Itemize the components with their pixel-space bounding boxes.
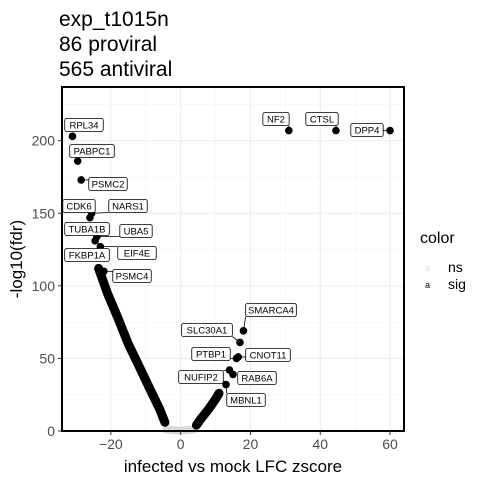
legend-key-sig: a (425, 280, 430, 290)
gene-label-slc30a1: SLC30A1 (187, 326, 228, 337)
gene-label-uba5: UBA5 (124, 227, 149, 238)
gene-label-box (64, 248, 110, 262)
gene-label-psmc2: PSMC2 (92, 180, 125, 191)
sig-point-curves (94, 263, 224, 430)
y-tick-label: 100 (32, 278, 56, 294)
gene-label-box (181, 323, 233, 337)
label-connector (91, 212, 109, 214)
gene-label-box (88, 177, 128, 191)
y-axis-title: -log10(fdr) (7, 220, 26, 298)
gene-label-box (69, 144, 115, 158)
gene-label-smarca4: SMARCA4 (248, 306, 294, 317)
gene-label-box (112, 269, 152, 283)
gene-label-cnot11: CNOT11 (250, 351, 287, 362)
x-tick-label: 20 (243, 436, 259, 452)
x-tick-label: 0 (177, 436, 185, 452)
gene-label-rpl34: RPL34 (69, 121, 98, 132)
gene-label-box (191, 347, 231, 361)
y-axis-ticks: 0 50 100 150 200 (32, 133, 62, 439)
point-rab6a (229, 370, 237, 379)
label-connector (232, 336, 241, 343)
point-rpl34 (68, 132, 77, 141)
gene-label-box (226, 393, 266, 407)
x-axis-ticks: −20 0 20 40 60 (99, 431, 398, 452)
plot-border (61, 86, 405, 432)
gene-label-dpp4: DPP4 (355, 126, 380, 137)
gene-label-box (305, 112, 339, 126)
gene-label-box (119, 224, 153, 238)
y-tick-label: 150 (32, 205, 56, 221)
sig-curve-right (191, 388, 224, 430)
gene-label-box (237, 371, 277, 385)
grid-lines (62, 87, 404, 432)
gene-label-ptbp1: PTBP1 (196, 350, 226, 361)
plot-panel (62, 87, 404, 431)
gene-label-fkbp1a: FKBP1A (69, 251, 106, 262)
gene-label-cdk6: CDK6 (66, 202, 91, 213)
x-tick-label: −20 (99, 436, 123, 452)
gene-label-ctsl: CTSL (310, 115, 334, 126)
legend-label-ns: ns (448, 259, 463, 275)
gene-label-box (262, 112, 290, 126)
gene-label-box (245, 303, 297, 317)
label-connector (243, 316, 247, 331)
title-line-1: exp_t1015n (59, 8, 169, 31)
point-dpp4 (386, 126, 394, 135)
y-tick-label: 50 (39, 350, 55, 366)
sig-curve-left (94, 263, 170, 427)
x-tick-label: 40 (312, 436, 328, 452)
x-tick-label: 60 (382, 436, 398, 452)
legend-title: color (420, 230, 455, 247)
point-smarca4 (239, 327, 248, 335)
gene-label-box (350, 123, 384, 137)
gene-label-mbnl1: MBNL1 (230, 396, 262, 407)
x-axis-title: infected vs mock LFC zscore (124, 457, 342, 476)
point-pabpc1 (73, 157, 82, 165)
gene-label-nf2: NF2 (267, 115, 285, 126)
gene-label-box (178, 370, 224, 384)
gene-label-nufip2: NUFIP2 (184, 373, 218, 384)
legend-key-ns: a (425, 263, 430, 273)
gene-label-box (108, 199, 148, 213)
title-line-2: 86 proviral (59, 33, 157, 56)
legend-label-sig: sig (448, 276, 466, 292)
gene-label-psmc4: PSMC4 (116, 272, 149, 283)
gene-label-box (64, 118, 104, 132)
point-slc30a1 (236, 338, 244, 347)
title-line-3: 565 antiviral (59, 58, 172, 81)
y-tick-label: 200 (32, 133, 56, 149)
gene-label-tuba1b: TUBA1B (69, 225, 106, 236)
legend: color a ns a sig (420, 230, 466, 292)
gene-label-box (245, 348, 291, 362)
gene-label-box (117, 246, 157, 260)
gene-label-nars1: NARS1 (112, 202, 144, 213)
chart-title: exp_t1015n 86 proviral 565 antiviral (59, 8, 172, 81)
y-tick-label: 0 (47, 423, 55, 439)
label-connector (225, 384, 228, 394)
gene-label-eif4e: EIF4E (124, 249, 150, 260)
gene-label-rab6a: RAB6A (241, 374, 273, 385)
gene-label-box (64, 222, 110, 236)
gene-label-pabpc1: PABPC1 (74, 147, 111, 158)
